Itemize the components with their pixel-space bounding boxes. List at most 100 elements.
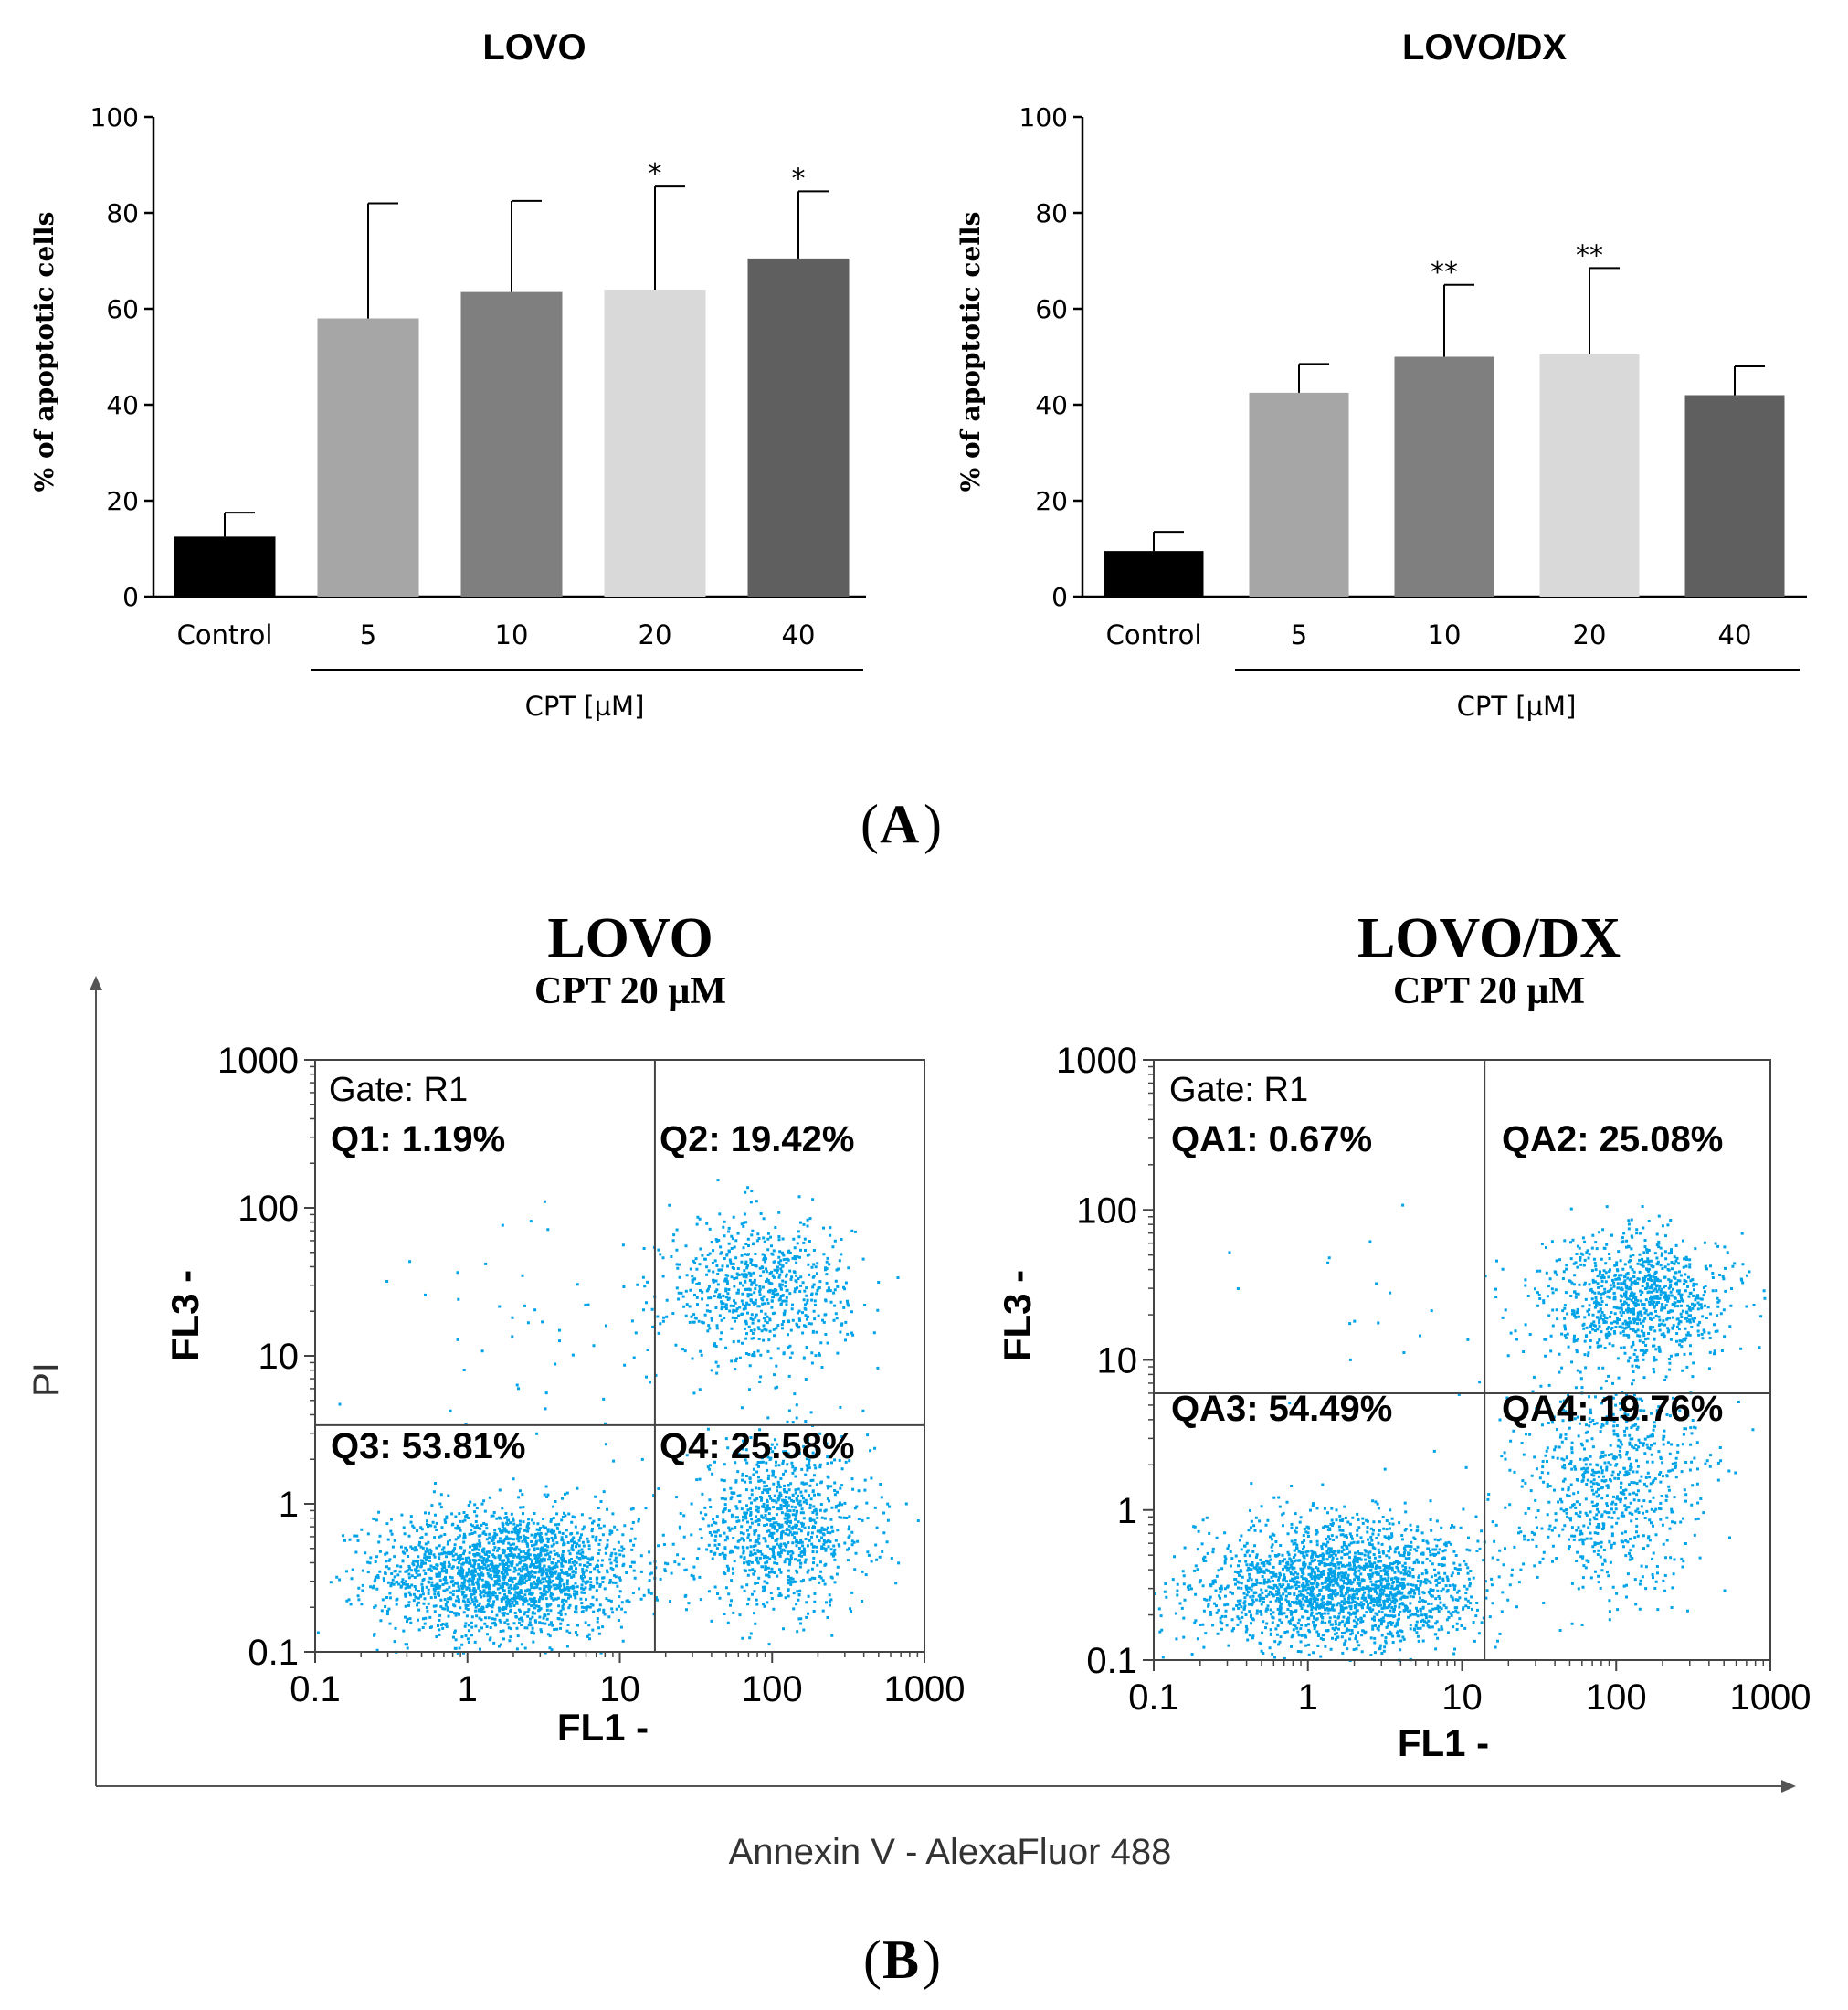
y-tick-label: 0.1 xyxy=(1086,1641,1137,1681)
panel-label-open: ( xyxy=(861,794,879,854)
y-tick-label: 100 xyxy=(1076,1190,1137,1231)
bar-40 xyxy=(747,258,850,597)
x-tick-label: 5 xyxy=(1291,619,1307,651)
x-tick-label: 5 xyxy=(360,619,376,651)
significance-marker: * xyxy=(649,158,662,190)
y-tick-label: 100 xyxy=(90,102,139,132)
y-tick-label: 0 xyxy=(122,582,139,612)
bar-chart-lovo-dx: LOVO/DX % of apoptotic cells 0 20 40 60 80 10… xyxy=(956,27,1807,722)
significance-marker: * xyxy=(792,163,806,195)
quadrant-q1-label: Q1: 1.19% xyxy=(331,1119,505,1159)
gate-label: Gate: R1 xyxy=(329,1071,468,1109)
panel-label-b: ( B ) xyxy=(863,1930,941,1990)
flow-subtitle: CPT 20 µM xyxy=(1393,970,1585,1012)
y-tick-label: 100 xyxy=(1019,102,1068,132)
x-tick-label: 10 xyxy=(1441,1677,1483,1718)
flow-title: LOVO xyxy=(547,907,713,969)
bar-chart-lovo: LOVO % of apoptotic cells 0 20 40 60 80 100 *… xyxy=(29,27,866,722)
panel-label-close: ) xyxy=(923,1930,941,1990)
y-tick-label: 1000 xyxy=(1056,1041,1137,1081)
y-axis-label: % of apoptotic cells xyxy=(29,212,59,492)
flow-y-label: FL3 - xyxy=(996,1270,1039,1361)
y-tick-label: 1000 xyxy=(217,1041,299,1081)
bar-20 xyxy=(1539,354,1640,597)
y-axis-label: % of apoptotic cells xyxy=(956,212,986,492)
bar-5 xyxy=(317,318,419,597)
quadrant-qa1-label: QA1: 0.67% xyxy=(1171,1119,1372,1159)
bar-40 xyxy=(1684,395,1785,597)
y-tick-label: 10 xyxy=(259,1337,300,1377)
significance-marker: ** xyxy=(1431,257,1458,289)
chart-title: LOVO/DX xyxy=(1402,27,1567,68)
quadrant-q2-label: Q2: 19.42% xyxy=(660,1119,854,1159)
bar-Control xyxy=(174,536,276,597)
x-tick-label: 1 xyxy=(458,1669,478,1709)
outer-x-label: Annexin V - AlexaFluor 488 xyxy=(729,1832,1172,1872)
x-tick-label: 20 xyxy=(639,619,672,651)
flow-x-label: FL1 - xyxy=(557,1706,649,1749)
quadrant-q3-label: Q3: 53.81% xyxy=(331,1426,525,1466)
quadrant-qa4-label: QA4: 19.76% xyxy=(1502,1389,1723,1429)
bar-20 xyxy=(604,290,706,597)
x-tick-label: 40 xyxy=(1718,619,1752,651)
flow-plot-lovo-dx: LOVO/DX CPT 20 µM 0.1 1 10 100 1000 0.1 1 10 10… xyxy=(996,907,1811,1764)
quadrant-qa2-label: QA2: 25.08% xyxy=(1502,1119,1723,1159)
y-tick-label: 0.1 xyxy=(248,1633,299,1673)
population-late_apoptotic xyxy=(592,1179,900,1423)
bar-10 xyxy=(460,291,563,597)
y-tick-label: 10 xyxy=(1097,1341,1138,1381)
x-tick-label: Control xyxy=(177,619,273,651)
x-tick-label: 10 xyxy=(495,619,529,651)
y-tick-label: 80 xyxy=(106,198,139,228)
quadrant-qa3-label: QA3: 54.49% xyxy=(1171,1389,1392,1429)
bar-Control xyxy=(1104,551,1204,597)
y-tick-label: 20 xyxy=(106,486,139,516)
outer-y-label: PI xyxy=(26,1362,67,1397)
y-tick-label: 60 xyxy=(106,294,139,324)
population-necrotic xyxy=(338,1200,660,1446)
x-axis-label: CPT [µM] xyxy=(525,691,645,722)
x-tick-label: 1000 xyxy=(1730,1677,1811,1718)
x-tick-label: 100 xyxy=(1586,1677,1647,1718)
y-tick-label: 40 xyxy=(106,390,139,420)
x-tick-label: Control xyxy=(1106,619,1202,651)
y-tick-label: 1 xyxy=(279,1485,299,1525)
panel-label-letter: A xyxy=(880,794,919,854)
bar-10 xyxy=(1394,356,1494,597)
y-tick-label: 20 xyxy=(1035,486,1068,516)
chart-title: LOVO xyxy=(482,27,586,68)
panel-label-a: ( A ) xyxy=(861,794,942,854)
x-tick-label: 10 xyxy=(1428,619,1462,651)
population-live xyxy=(316,1459,714,1655)
x-tick-label: 10 xyxy=(599,1669,640,1709)
x-tick-label: 1000 xyxy=(884,1669,966,1709)
y-tick-label: 40 xyxy=(1035,390,1068,420)
flow-plot-lovo: LOVO CPT 20 µM 0.1 1 10 100 1000 0.1 1 10 100 10… xyxy=(164,907,965,1749)
flow-y-label: FL3 - xyxy=(164,1270,206,1361)
population-live xyxy=(1154,1467,1604,1662)
y-tick-label: 0 xyxy=(1051,582,1068,612)
panel-label-letter: B xyxy=(882,1930,919,1990)
significance-marker: ** xyxy=(1576,239,1603,271)
x-tick-label: 0.1 xyxy=(290,1669,341,1709)
flow-subtitle: CPT 20 µM xyxy=(534,970,726,1012)
population-early_apoptotic xyxy=(1452,1312,1755,1632)
gate-label: Gate: R1 xyxy=(1169,1071,1308,1109)
y-tick-label: 1 xyxy=(1117,1491,1137,1531)
outer-axes: PI Annexin V - AlexaFluor 488 xyxy=(26,976,1796,1872)
panel-label-open: ( xyxy=(863,1930,882,1990)
y-tick-label: 80 xyxy=(1035,198,1068,228)
flow-title: LOVO/DX xyxy=(1357,907,1621,969)
x-tick-label: 100 xyxy=(742,1669,803,1709)
x-tick-label: 1 xyxy=(1298,1677,1318,1718)
x-tick-label: 0.1 xyxy=(1128,1677,1179,1718)
bar-5 xyxy=(1249,392,1349,597)
y-tick-label: 100 xyxy=(238,1189,299,1229)
quadrant-q4-label: Q4: 25.58% xyxy=(660,1426,854,1466)
x-tick-label: 40 xyxy=(782,619,816,651)
flow-x-label: FL1 - xyxy=(1398,1721,1489,1764)
x-tick-label: 20 xyxy=(1573,619,1607,651)
y-tick-label: 60 xyxy=(1035,294,1068,324)
x-axis-label: CPT [µM] xyxy=(1457,691,1577,722)
